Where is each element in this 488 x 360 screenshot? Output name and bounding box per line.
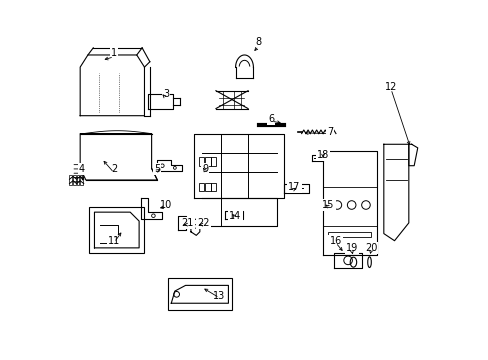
Text: 5: 5 [154, 164, 160, 174]
Text: 6: 6 [268, 114, 274, 124]
Text: 7: 7 [326, 127, 333, 137]
Text: 1: 1 [111, 48, 117, 58]
Text: 12: 12 [384, 82, 396, 92]
Text: 13: 13 [213, 291, 225, 301]
Bar [205, 183, 210, 192]
Text: 22: 22 [197, 218, 209, 228]
Text: 19: 19 [345, 243, 357, 253]
Text: 3: 3 [163, 89, 169, 99]
Bar [199, 157, 204, 166]
Bar [77, 175, 80, 185]
Text: 4: 4 [79, 164, 85, 174]
Text: 20: 20 [365, 243, 377, 253]
Text: 18: 18 [316, 150, 328, 160]
Text: 10: 10 [160, 200, 172, 210]
Bar [167, 278, 231, 310]
Bar [205, 157, 210, 166]
Bar [210, 157, 216, 166]
Text: 9: 9 [202, 164, 208, 174]
Bar [80, 175, 83, 185]
Text: 14: 14 [229, 211, 241, 221]
Bar [210, 183, 216, 192]
Bar [69, 175, 72, 185]
Text: 8: 8 [255, 37, 261, 48]
Text: 16: 16 [329, 236, 341, 246]
Text: 21: 21 [181, 218, 193, 228]
Text: 11: 11 [108, 236, 120, 246]
Text: 17: 17 [288, 182, 300, 192]
Bar [89, 207, 144, 253]
Text: 15: 15 [322, 200, 334, 210]
Bar [328, 232, 370, 237]
Text: 2: 2 [111, 164, 117, 174]
Bar [73, 175, 76, 185]
Bar [199, 183, 204, 192]
